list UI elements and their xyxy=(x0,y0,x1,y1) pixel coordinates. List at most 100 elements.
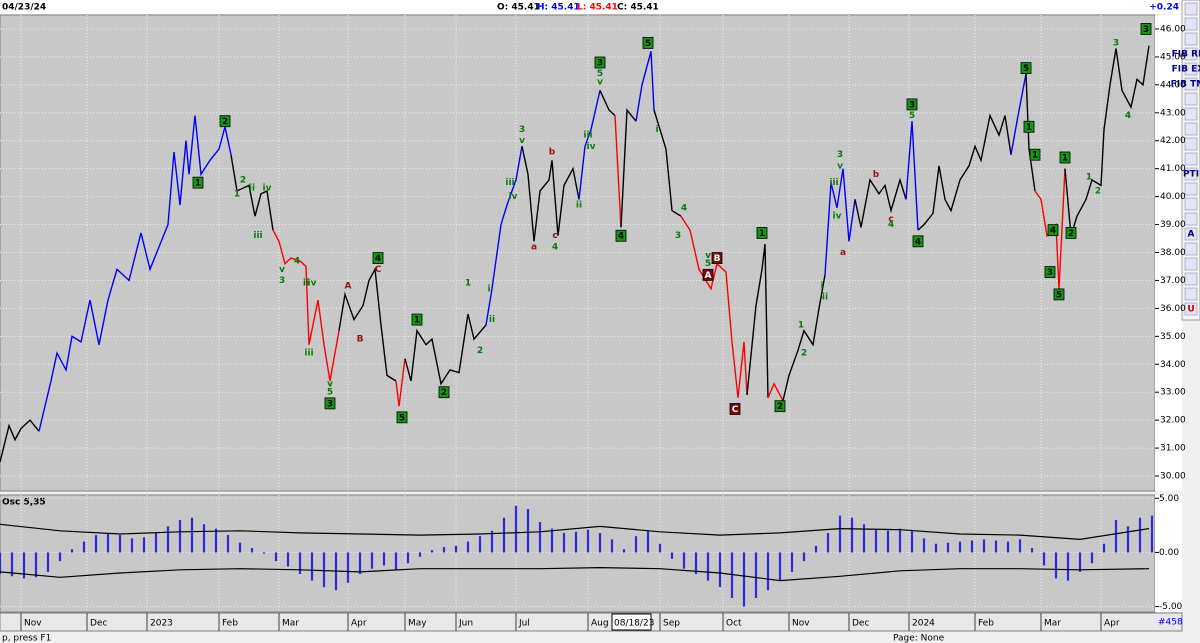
wave-box xyxy=(906,98,918,111)
wave-label: 5 xyxy=(396,411,408,423)
wave-label: 4 xyxy=(552,242,558,252)
wave-label: v xyxy=(327,379,333,389)
wave-text: v xyxy=(327,379,333,389)
cursor-label: 08/18/23 xyxy=(614,619,654,629)
tool-icon xyxy=(1184,287,1198,301)
y-tick-label: 41.00 xyxy=(1160,164,1186,174)
wave-box xyxy=(324,397,336,410)
wave-text: iii xyxy=(583,131,592,141)
wave-label: 3 xyxy=(1044,266,1056,278)
price-line xyxy=(1064,45,1150,236)
wave-label: 4 xyxy=(681,203,687,213)
wave-label: b xyxy=(873,170,880,180)
wave-label: 2 xyxy=(1065,227,1077,239)
price-line xyxy=(272,229,340,382)
x-tick-label: Feb xyxy=(978,619,994,629)
wave-text: iii xyxy=(505,178,514,188)
band-line xyxy=(0,523,1150,541)
wave-text: 4 xyxy=(681,203,687,213)
tool-icon xyxy=(1184,167,1198,181)
price-line xyxy=(38,115,232,432)
tool-icon xyxy=(1184,302,1198,316)
header-bar xyxy=(0,0,1182,14)
wave-box xyxy=(594,56,606,69)
wave-box-label: B xyxy=(714,254,721,264)
wave-text: iv xyxy=(263,184,272,194)
wave-text: i xyxy=(820,282,823,292)
wave-label: ii xyxy=(303,279,309,289)
x-tick-label: Apr xyxy=(351,619,367,629)
wave-text: 5 xyxy=(597,69,603,79)
wave-text: iii xyxy=(253,231,262,241)
y-tick-label: 0.00 xyxy=(1159,548,1179,558)
wave-box-label: 1 xyxy=(1026,123,1032,133)
price-line xyxy=(338,266,397,382)
wave-label: 4 xyxy=(294,256,300,266)
wave-box-label: 4 xyxy=(1050,226,1056,236)
wave-text: 2 xyxy=(240,175,246,185)
wave-box xyxy=(1065,227,1077,239)
wave-label: i xyxy=(820,282,823,292)
wave-label: 5 xyxy=(642,37,654,49)
y-tick-label: 44.00 xyxy=(1160,80,1186,90)
wave-label: a xyxy=(531,242,537,252)
wave-text: v xyxy=(279,265,285,275)
wave-text: ii xyxy=(489,315,495,325)
wave-label: 5 xyxy=(705,259,711,269)
wave-box-label: 5 xyxy=(1023,64,1029,74)
tool-icon xyxy=(1184,107,1198,121)
wave-label: 1 xyxy=(411,313,423,326)
wave-label: iv xyxy=(308,279,317,289)
wave-label: iii xyxy=(829,178,838,188)
price-line xyxy=(782,274,826,401)
wave-label: c xyxy=(888,214,893,224)
wave-box xyxy=(702,268,714,281)
wave-text: c xyxy=(888,214,893,224)
wave-box-label: 3 xyxy=(597,59,603,69)
wave-label: iii xyxy=(253,231,262,241)
status-page: Page: None xyxy=(893,634,945,643)
wave-text: iv xyxy=(587,142,596,152)
wave-label: iv xyxy=(509,192,518,202)
wave-label: 2 xyxy=(774,400,786,412)
wave-text: 3 xyxy=(837,150,843,160)
wave-text: ii xyxy=(303,279,309,289)
y-tick-label: 36.00 xyxy=(1160,304,1186,314)
wave-label: 3 xyxy=(675,231,681,241)
wave-text: c xyxy=(552,231,557,241)
header-change: +0.24 xyxy=(1149,3,1179,13)
x-tick-label: Dec xyxy=(852,619,869,629)
wave-box-label: 5 xyxy=(399,413,405,423)
price-line xyxy=(614,115,622,228)
wave-text: A xyxy=(345,282,352,292)
tool-icon xyxy=(1184,182,1198,196)
wave-label: 3 xyxy=(1113,38,1119,48)
wave-box xyxy=(1053,288,1065,301)
tool-label: FIB EXT xyxy=(1172,65,1200,75)
wave-text: i xyxy=(655,125,658,135)
price-line xyxy=(521,146,580,242)
wave-label: iii xyxy=(583,131,592,141)
wave-box xyxy=(642,37,654,49)
wave-label: B xyxy=(711,252,723,264)
date-axis xyxy=(0,612,1183,632)
tool-label: FIB RET xyxy=(1172,50,1200,60)
y-tick-label: 34.00 xyxy=(1160,360,1186,370)
y-tick-label: 46.00 xyxy=(1160,24,1186,34)
wave-label: 5 xyxy=(1053,288,1065,301)
wave-box xyxy=(711,252,723,264)
oscillator-axis xyxy=(1155,495,1182,612)
x-tick-label: May xyxy=(408,619,427,629)
wave-text: iii xyxy=(304,349,313,359)
oscillator-panel xyxy=(0,494,1156,613)
wave-text: a xyxy=(531,242,537,252)
wave-label: 2 xyxy=(477,346,483,356)
x-tick-label: 2023 xyxy=(150,619,173,629)
wave-label: v xyxy=(837,161,843,171)
tool-label: U xyxy=(1187,305,1194,315)
tool-icon xyxy=(1184,137,1198,151)
wave-label: iv xyxy=(263,184,272,194)
wave-label: ii xyxy=(576,201,582,211)
header-quote: O: 45.41 xyxy=(497,3,540,13)
